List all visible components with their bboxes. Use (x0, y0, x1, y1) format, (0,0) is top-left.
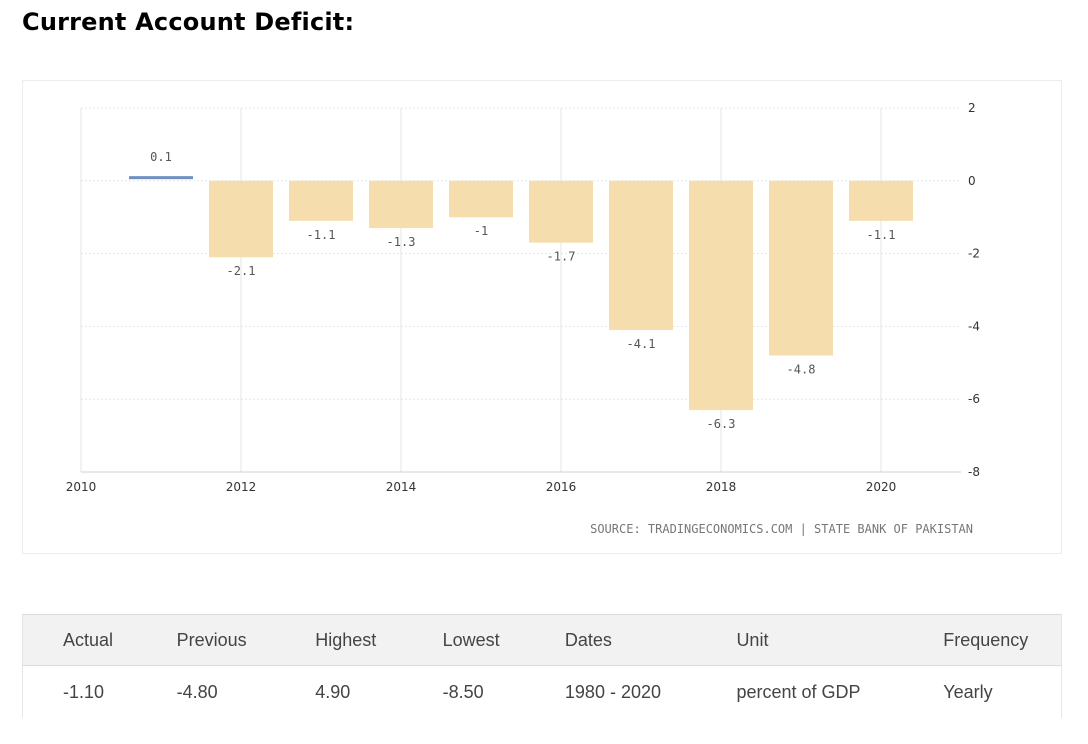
data-label-2015: -1 (474, 224, 488, 238)
data-label-2019: -4.8 (787, 363, 816, 377)
header-dates: Dates (524, 614, 697, 666)
header-lowest: Lowest (402, 614, 525, 666)
bar-2014 (369, 180, 433, 229)
value-dates: 1980 - 2020 (564, 681, 661, 702)
y-tick-label: -6 (968, 392, 980, 406)
x-tick-label: 2010 (66, 480, 97, 494)
data-label-2020: -1.1 (867, 228, 896, 242)
bar-2019 (769, 180, 833, 356)
data-label-2013: -1.1 (307, 228, 336, 242)
x-tick-label: 2016 (546, 480, 577, 494)
stats-table: Actual Previous Highest Lowest Dates Uni… (21, 614, 1063, 718)
data-label-2014: -1.3 (387, 235, 416, 249)
bar-2017 (609, 180, 673, 331)
data-label-2011: 0.1 (150, 150, 172, 164)
bar-2018 (689, 180, 753, 411)
chart-source: SOURCE: TRADINGECONOMICS.COM | STATE BAN… (590, 522, 973, 536)
data-label-2012: -2.1 (227, 264, 256, 278)
value-actual: -1.10 (21, 665, 137, 718)
bar-2015 (449, 180, 513, 218)
x-tick-label: 2014 (386, 480, 417, 494)
x-tick-label: 2018 (706, 480, 737, 494)
header-highest: Highest (275, 614, 403, 666)
chart-card: 0.1 -2.1 -1.1 -1.3 -1 -1.7 -4.1 -6.3 -4.8 -1.1 2 0 -… (22, 80, 1062, 554)
data-label-2017: -4.1 (627, 337, 656, 351)
value-previous: -4.80 (176, 681, 218, 702)
value-highest: 4.90 (315, 681, 351, 702)
y-tick-label: 2 (968, 101, 976, 115)
page-title: Current Account Deficit: (22, 8, 355, 36)
value-frequency: Yearly (903, 665, 1063, 718)
y-tick-label: 0 (968, 174, 976, 188)
stats-value-row: -1.10 -4.80 4.90 -8.50 1980 - 2020 perce… (21, 665, 1063, 718)
bar-2016 (529, 180, 593, 243)
y-tick-label: -8 (968, 465, 980, 479)
data-label-2016: -1.7 (547, 250, 576, 264)
value-unit: percent of GDP (736, 681, 861, 702)
x-tick-label: 2012 (226, 480, 257, 494)
x-tick-label: 2020 (866, 480, 897, 494)
bar-2011 (129, 176, 193, 180)
value-lowest: -8.50 (442, 681, 484, 702)
bar-2013 (289, 180, 353, 221)
y-tick-label: -2 (968, 247, 980, 261)
bar-chart: 0.1 -2.1 -1.1 -1.3 -1 -1.7 -4.1 -6.3 -4.8 -1.1 2 0 -… (66, 101, 980, 536)
stats-header-row: Actual Previous Highest Lowest Dates Uni… (21, 614, 1063, 666)
y-tick-label: -4 (968, 319, 980, 333)
header-previous: Previous (136, 614, 276, 666)
header-unit: Unit (696, 614, 904, 666)
header-actual: Actual (21, 614, 137, 666)
data-label-2018: -6.3 (707, 417, 736, 431)
bar-2012 (209, 180, 273, 258)
header-frequency: Frequency (903, 614, 1063, 666)
bar-2020 (849, 180, 913, 221)
